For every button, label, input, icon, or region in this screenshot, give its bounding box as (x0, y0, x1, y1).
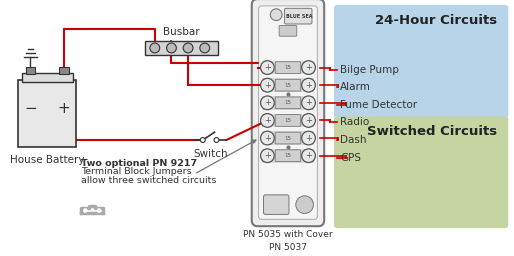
Text: 15: 15 (284, 100, 291, 105)
Text: GPS: GPS (340, 153, 361, 163)
FancyBboxPatch shape (276, 97, 301, 109)
Text: Fume Detector: Fume Detector (340, 100, 417, 110)
Text: +: + (264, 98, 271, 107)
Text: Switched Circuits: Switched Circuits (368, 125, 498, 138)
Circle shape (261, 96, 274, 110)
FancyBboxPatch shape (276, 132, 301, 144)
Text: Alarm: Alarm (340, 82, 371, 92)
Bar (59, 67, 69, 74)
FancyBboxPatch shape (285, 8, 312, 24)
FancyBboxPatch shape (276, 62, 301, 73)
FancyBboxPatch shape (334, 5, 508, 119)
Circle shape (296, 196, 314, 214)
FancyBboxPatch shape (264, 195, 289, 215)
Bar (262, 78, 315, 92)
Text: BLUE SEA: BLUE SEA (286, 14, 313, 19)
Circle shape (97, 209, 101, 212)
Bar (262, 114, 315, 127)
Text: 15: 15 (284, 65, 291, 70)
Circle shape (83, 209, 87, 212)
FancyBboxPatch shape (276, 79, 301, 91)
Circle shape (302, 149, 316, 163)
Circle shape (200, 137, 205, 143)
Text: Busbar: Busbar (163, 27, 200, 37)
Circle shape (302, 114, 316, 127)
FancyBboxPatch shape (276, 115, 301, 126)
Text: Radio: Radio (340, 118, 369, 127)
Bar (262, 96, 315, 110)
Text: 15: 15 (284, 118, 291, 123)
Text: Bilge Pump: Bilge Pump (340, 65, 399, 74)
Bar (26, 67, 35, 74)
Circle shape (261, 149, 274, 163)
Circle shape (200, 43, 210, 53)
FancyBboxPatch shape (279, 25, 297, 36)
Text: 24-Hour Circuits: 24-Hour Circuits (375, 14, 498, 27)
Text: +: + (305, 98, 312, 107)
Text: +: + (305, 63, 312, 72)
Text: 15: 15 (284, 83, 291, 88)
Circle shape (150, 43, 160, 53)
Text: +: + (264, 63, 271, 72)
Text: Two optional PN 9217: Two optional PN 9217 (81, 159, 197, 168)
Text: +: + (264, 116, 271, 125)
Bar (145, 41, 218, 55)
Bar (17, 80, 77, 147)
Circle shape (214, 137, 219, 143)
Text: +: + (305, 151, 312, 160)
Text: 15: 15 (284, 153, 291, 158)
Text: PN 5035 with Cover
PN 5037: PN 5035 with Cover PN 5037 (243, 230, 333, 252)
Bar (262, 131, 315, 145)
FancyBboxPatch shape (334, 116, 508, 228)
Circle shape (302, 78, 316, 92)
Text: Dash: Dash (340, 135, 366, 145)
FancyBboxPatch shape (276, 150, 301, 162)
Circle shape (302, 61, 316, 74)
Bar (22, 73, 72, 82)
FancyBboxPatch shape (252, 0, 324, 226)
Circle shape (183, 43, 193, 53)
Text: +: + (264, 81, 271, 90)
Circle shape (270, 9, 282, 20)
Text: −: − (24, 101, 37, 116)
Circle shape (167, 43, 176, 53)
Text: +: + (305, 116, 312, 125)
Text: +: + (264, 151, 271, 160)
Text: House Battery: House Battery (10, 155, 84, 165)
Circle shape (302, 131, 316, 145)
Text: +: + (264, 134, 271, 143)
Bar (262, 149, 315, 163)
Text: +: + (305, 81, 312, 90)
Circle shape (261, 61, 274, 74)
Text: Switch: Switch (193, 149, 228, 159)
Text: +: + (58, 101, 70, 116)
Text: allow three switched circuits: allow three switched circuits (81, 176, 217, 185)
Text: Terminal Block Jumpers: Terminal Block Jumpers (81, 167, 192, 176)
Circle shape (261, 114, 274, 127)
Circle shape (261, 131, 274, 145)
Circle shape (302, 96, 316, 110)
FancyBboxPatch shape (259, 6, 317, 219)
Text: +: + (305, 134, 312, 143)
Bar (262, 61, 315, 74)
Text: 15: 15 (284, 136, 291, 141)
Circle shape (261, 78, 274, 92)
